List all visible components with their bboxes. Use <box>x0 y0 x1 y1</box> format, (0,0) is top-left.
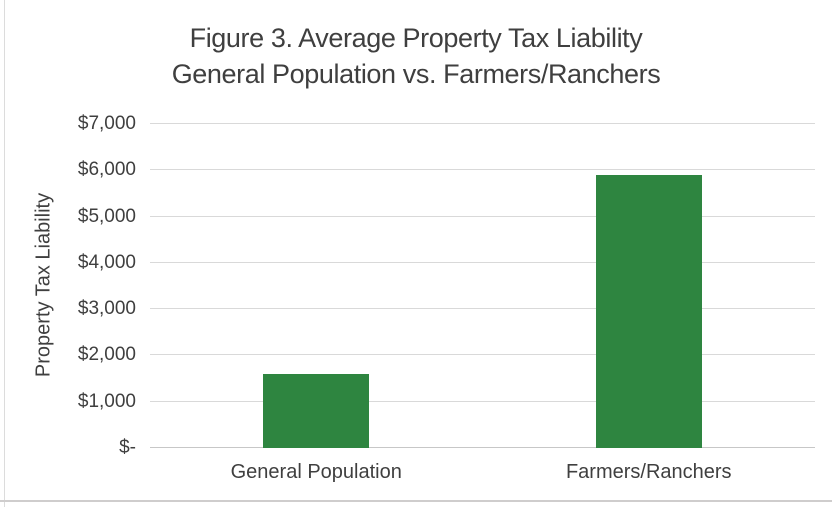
sheet-left-edge-line <box>4 0 5 507</box>
sheet-bottom-edge-line <box>0 500 832 502</box>
gridline <box>150 123 815 124</box>
y-tick-label: $- <box>119 437 136 458</box>
y-tick-label: $3,000 <box>77 298 136 319</box>
y-tick-label: $4,000 <box>77 252 136 273</box>
bar-general-population <box>263 374 369 448</box>
x-category-label: General Population <box>230 461 402 483</box>
y-tick-label: $7,000 <box>77 113 136 134</box>
gridline <box>150 169 815 170</box>
y-tick-label: $1,000 <box>77 391 136 412</box>
bar-farmers-ranchers <box>596 175 702 448</box>
gridline <box>150 216 815 217</box>
y-tick-label: $5,000 <box>77 206 136 227</box>
y-tick-label: $6,000 <box>77 159 136 180</box>
chart-title-line-1: Figure 3. Average Property Tax Liability <box>189 23 643 53</box>
chart-title-line-2: General Population vs. Farmers/Ranchers <box>171 59 661 89</box>
x-axis-line <box>150 447 815 448</box>
gridline <box>150 401 815 402</box>
gridline <box>150 308 815 309</box>
x-category-label: Farmers/Ranchers <box>565 461 732 483</box>
gridline <box>150 262 815 263</box>
gridline <box>150 354 815 355</box>
chart-title: Figure 3. Average Property Tax Liability… <box>0 20 832 92</box>
y-tick-label: $2,000 <box>77 344 136 365</box>
plot-area <box>150 123 815 448</box>
x-axis-category-labels: General Population Farmers/Ranchers <box>150 461 815 484</box>
